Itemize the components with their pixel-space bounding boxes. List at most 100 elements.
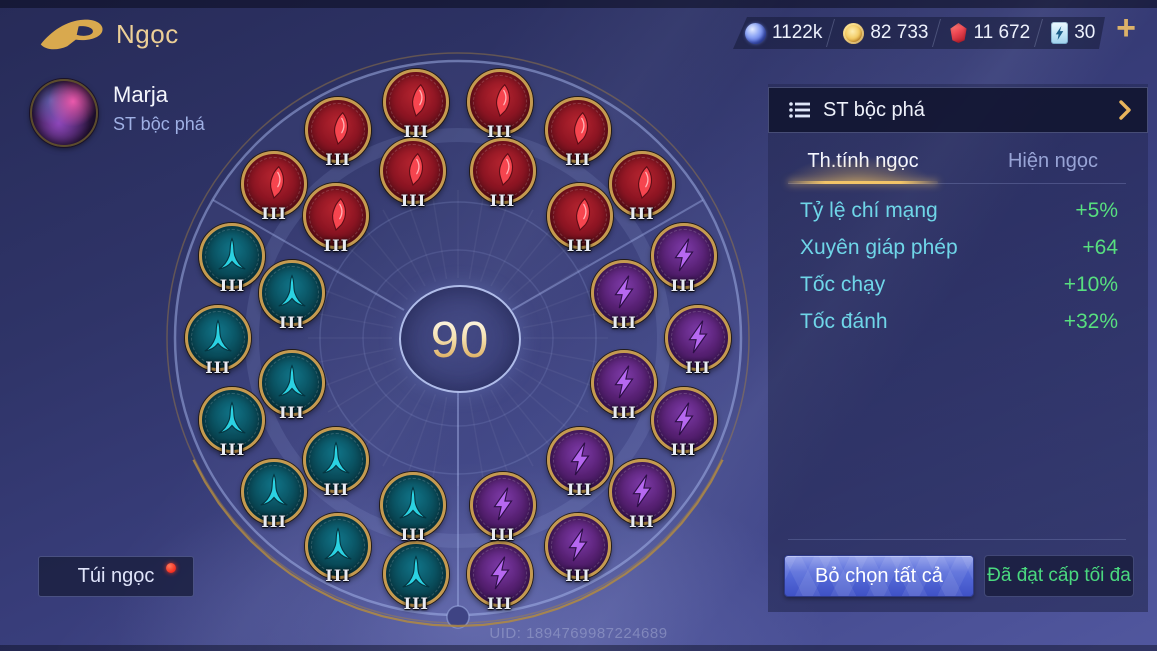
boot-icon [399, 486, 428, 519]
rune-teal[interactable]: III [185, 305, 251, 377]
rune-purple[interactable]: III [466, 541, 533, 613]
red-gem-icon [949, 23, 967, 43]
rune-teal[interactable]: III [199, 222, 266, 295]
rune-purple[interactable]: III [469, 472, 536, 544]
back-icon[interactable] [36, 13, 108, 53]
rune-teal[interactable]: III [303, 427, 370, 499]
blade-icon [573, 111, 589, 146]
top-bar: Ngọc 1122k 82 733 11 672 30 [0, 0, 1157, 60]
tab-rune-attributes[interactable]: Th.tính ngọc [807, 150, 919, 172]
rune-purple[interactable]: III [546, 427, 613, 499]
rune-level-label: III [325, 150, 351, 170]
rune-level-label: III [400, 525, 427, 545]
rune-level-label: III [279, 402, 305, 422]
rune-level-label: III [670, 275, 697, 295]
rune-teal[interactable]: III [241, 459, 308, 531]
stat-row: Tốc đánh +32% [768, 303, 1148, 340]
currency-gold-coin[interactable]: 82 733 [831, 17, 936, 49]
rune-level-label: III [261, 203, 287, 223]
currency-red-gem[interactable]: 11 672 [937, 17, 1038, 49]
player-chip: Marja ST bộc phá [30, 79, 205, 147]
rune-page-selector[interactable]: ST bộc phá [768, 87, 1148, 133]
boot-icon [278, 274, 306, 307]
currency-value: 30 [1074, 22, 1096, 43]
recharge-ticket-icon [1051, 22, 1068, 44]
rune-purple[interactable]: III [591, 349, 658, 422]
divider [788, 539, 1126, 540]
rune-purple[interactable]: III [650, 222, 717, 295]
rune-purple[interactable]: III [650, 387, 717, 459]
player-avatar[interactable] [30, 79, 98, 147]
active-tab-underline [788, 181, 938, 184]
rune-red[interactable]: III [241, 150, 308, 223]
rim-notch [446, 605, 470, 629]
rune-red[interactable]: III [305, 97, 371, 169]
rune-red[interactable]: III [545, 97, 611, 169]
rune-red[interactable]: III [469, 137, 536, 210]
rune-bag-button[interactable]: Túi ngọc [38, 556, 194, 597]
rune-teal[interactable]: III [258, 349, 325, 422]
rune-red[interactable]: III [546, 182, 613, 255]
stat-row: Xuyên giáp phép +64 [768, 229, 1148, 266]
rune-red[interactable]: III [303, 182, 370, 255]
list-icon [789, 102, 810, 118]
rune-red[interactable]: III [383, 68, 450, 141]
rune-level-label: III [611, 402, 637, 422]
rune-red[interactable]: III [608, 150, 675, 223]
gold-coin-icon [843, 23, 864, 44]
tab-current-runes[interactable]: Hiện ngọc [1007, 150, 1099, 172]
rune-level-hub: 90 [399, 285, 521, 393]
rune-stats-list: Tỷ lệ chí mạng +5% Xuyên giáp phép +64 T… [768, 192, 1148, 340]
stat-label: Tốc đánh [800, 309, 888, 333]
rune-level-label: III [323, 235, 350, 255]
rune-level-label: III [219, 275, 246, 295]
currency-recharge-ticket[interactable]: 30 [1039, 17, 1105, 49]
rune-teal[interactable]: III [383, 541, 450, 613]
rune-level-label: III [486, 594, 513, 614]
blade-icon [332, 197, 347, 231]
stat-value: +64 [1082, 235, 1118, 259]
rune-red[interactable]: III [466, 68, 533, 141]
rune-level-label: III [670, 440, 697, 460]
rune-level-label: III [566, 235, 593, 255]
bolt-icon [569, 442, 590, 476]
rune-purple[interactable]: III [608, 459, 675, 531]
rune-purple[interactable]: III [591, 260, 658, 332]
rune-purple[interactable]: III [665, 305, 731, 377]
max-level-button[interactable]: Đã đạt cấp tối đa [983, 555, 1134, 597]
currency-blue-orb[interactable]: 1122k [733, 17, 830, 49]
stat-label: Tỷ lệ chí mạng [800, 198, 938, 222]
rune-level-label: III [565, 565, 591, 585]
rune-red[interactable]: III [380, 137, 447, 210]
blade-icon [409, 152, 424, 187]
rune-teal[interactable]: III [305, 512, 371, 585]
rune-level-label: III [323, 480, 350, 500]
bolt-icon [673, 402, 694, 436]
rune-teal[interactable]: III [199, 387, 266, 459]
stat-label: Tốc chạy [800, 272, 886, 296]
rune-purple[interactable]: III [545, 512, 611, 585]
player-name: Marja [113, 82, 169, 107]
panel-tabs: Th.tính ngọc Hiện ngọc [768, 140, 1148, 184]
stat-value: +10% [1063, 272, 1118, 296]
stat-row: Tỷ lệ chí mạng +5% [768, 192, 1148, 229]
currency-value: 11 672 [973, 22, 1031, 43]
rune-level-label: III [403, 594, 430, 614]
boot-icon [278, 364, 306, 397]
rune-level-label: III [486, 121, 513, 141]
chevron-right-icon [1119, 100, 1131, 120]
rune-level-label: III [279, 313, 305, 333]
add-currency-button[interactable]: + [1116, 9, 1136, 47]
bolt-icon [614, 365, 634, 399]
rune-level-label: III [403, 121, 430, 141]
rune-level-label: III [629, 203, 655, 223]
total-rune-level: 90 [430, 310, 490, 368]
blue-orb-icon [745, 23, 766, 44]
rune-teal[interactable]: III [380, 472, 447, 544]
bolt-icon [688, 320, 708, 354]
rune-teal[interactable]: III [258, 260, 325, 332]
currency-bar: 1122k 82 733 11 672 30 [733, 17, 1105, 49]
deselect-all-button[interactable]: Bỏ chọn tất cả [784, 555, 974, 597]
bolt-icon [492, 487, 513, 521]
